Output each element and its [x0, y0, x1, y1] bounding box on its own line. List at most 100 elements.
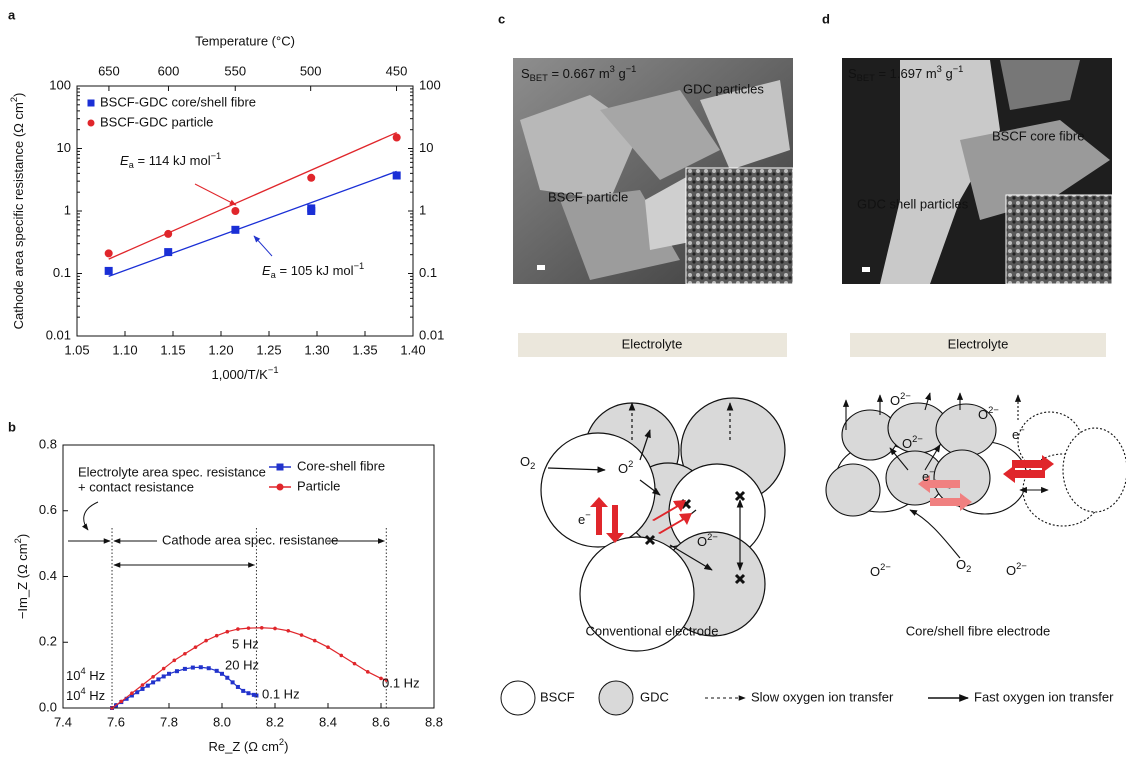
species-label: O2	[956, 557, 971, 574]
x-tick-label: 8.4	[319, 714, 337, 729]
data-point	[231, 207, 239, 215]
surface-area-part: g	[615, 66, 626, 81]
diagram-legend-label: GDC	[640, 689, 669, 704]
figure: abcd1.051.101.151.201.251.301.351.400.01…	[0, 0, 1126, 757]
species-label-part: 2−	[900, 391, 911, 401]
annotation-part: E	[120, 153, 129, 168]
surface-area-part: g	[942, 66, 953, 81]
data-point	[247, 691, 251, 695]
species-label: O2−	[1006, 561, 1027, 578]
x-tick-label: 8.0	[213, 714, 231, 729]
data-point	[247, 626, 251, 630]
diagram-caption: Conventional electrode	[586, 623, 719, 638]
x-tick-label: 8.8	[425, 714, 443, 729]
species-label-part: 2−	[912, 434, 923, 444]
data-point	[307, 174, 315, 182]
data-point	[366, 670, 370, 674]
data-point	[164, 248, 172, 256]
y-tick-label: 100	[49, 77, 71, 92]
surface-area-part: S	[848, 66, 857, 81]
annotation: Ea = 114 kJ mol−1	[120, 151, 221, 170]
data-point	[286, 629, 290, 633]
annotation: 5 Hz	[232, 636, 259, 651]
x-tick-label: 7.6	[107, 714, 125, 729]
callout-arrow	[84, 502, 98, 530]
panel-label: d	[822, 11, 830, 26]
data-point	[141, 683, 145, 687]
data-point	[191, 666, 195, 670]
electrolyte-label: Electrolyte	[948, 336, 1009, 351]
x-axis-label: 1,000/T/K−1	[211, 365, 278, 382]
species-label-part: −	[929, 467, 934, 477]
data-point	[236, 627, 240, 631]
species-label-part: 2	[628, 459, 633, 469]
data-point	[183, 667, 187, 671]
species-label-part: O	[697, 534, 707, 549]
species-label-part: O	[890, 393, 900, 408]
legend-marker	[88, 100, 95, 107]
sem-label: GDC particles	[683, 81, 764, 96]
x2-tick-label: 550	[224, 63, 246, 78]
x-tick-label: 1.05	[64, 342, 89, 357]
annotation: 104 Hz	[66, 686, 105, 703]
species-label-part: 2−	[707, 532, 718, 542]
annotation-part: Hz	[86, 688, 106, 703]
y-axis-label-part: )	[15, 534, 30, 538]
x-tick-label: 1.15	[160, 342, 185, 357]
data-point	[225, 676, 229, 680]
x2-axis-label: Temperature (°C)	[195, 33, 295, 48]
species-label-part: e	[1012, 427, 1019, 442]
diagram-legend-label: Slow oxygen ion transfer	[751, 689, 894, 704]
y-axis-label-part: −Im_Z (Ω cm	[15, 543, 30, 619]
x-tick-label: 1.20	[208, 342, 233, 357]
x-tick-label: 1.35	[352, 342, 377, 357]
data-point	[204, 639, 208, 643]
data-point	[339, 654, 343, 658]
data-point	[215, 669, 219, 673]
y-tick-label: 0.1	[53, 265, 71, 280]
x-axis-label: Re_Z (Ω cm2)	[209, 737, 289, 754]
annotation-part: = 114 kJ mol	[134, 153, 211, 168]
y-tick-label: 0.6	[39, 502, 57, 517]
data-point	[241, 689, 245, 693]
y-tick-label-right: 100	[419, 77, 441, 92]
surface-area-part: = 1.697 m	[875, 66, 937, 81]
species-label-part: 2	[530, 461, 535, 471]
data-point	[194, 645, 198, 649]
x-tick-label: 1.10	[112, 342, 137, 357]
data-point	[207, 666, 211, 670]
data-point	[393, 133, 401, 141]
sem-label: BSCF core fibre	[992, 128, 1084, 143]
x-axis-label-part: 1,000/T/K	[211, 367, 268, 382]
x-tick-label: 8.6	[372, 714, 390, 729]
data-point	[215, 634, 219, 638]
data-point	[146, 684, 150, 688]
data-point	[151, 680, 155, 684]
data-point	[199, 665, 203, 669]
x-tick-label: 1.25	[256, 342, 281, 357]
data-point	[105, 267, 113, 275]
species-label-part: −	[1019, 425, 1024, 435]
surface-area-part: BET	[530, 73, 548, 83]
annotation: 0.1 Hz	[382, 675, 420, 690]
data-point	[120, 700, 124, 704]
y-tick-label: 1	[64, 202, 71, 217]
y-tick-label-right: 0.01	[419, 327, 444, 342]
legend-label: BSCF-GDC particle	[100, 114, 213, 129]
species-label-part: O	[870, 564, 880, 579]
y-tick-label: 0.0	[39, 699, 57, 714]
electrolyte-label: Electrolyte	[622, 336, 683, 351]
data-point	[307, 204, 315, 212]
annotation-part: −1	[354, 261, 365, 271]
data-point	[231, 226, 239, 234]
y-tick-label-right: 10	[419, 140, 433, 155]
x-tick-label: 8.2	[266, 714, 284, 729]
species-label-part: O	[978, 407, 988, 422]
annotation-part: −1	[211, 151, 222, 161]
panel-label: c	[498, 11, 505, 26]
annotation-part: 10	[66, 688, 80, 703]
data-point	[105, 249, 113, 257]
data-point	[236, 685, 240, 689]
species-label-part: e	[922, 469, 929, 484]
data-point	[326, 645, 330, 649]
